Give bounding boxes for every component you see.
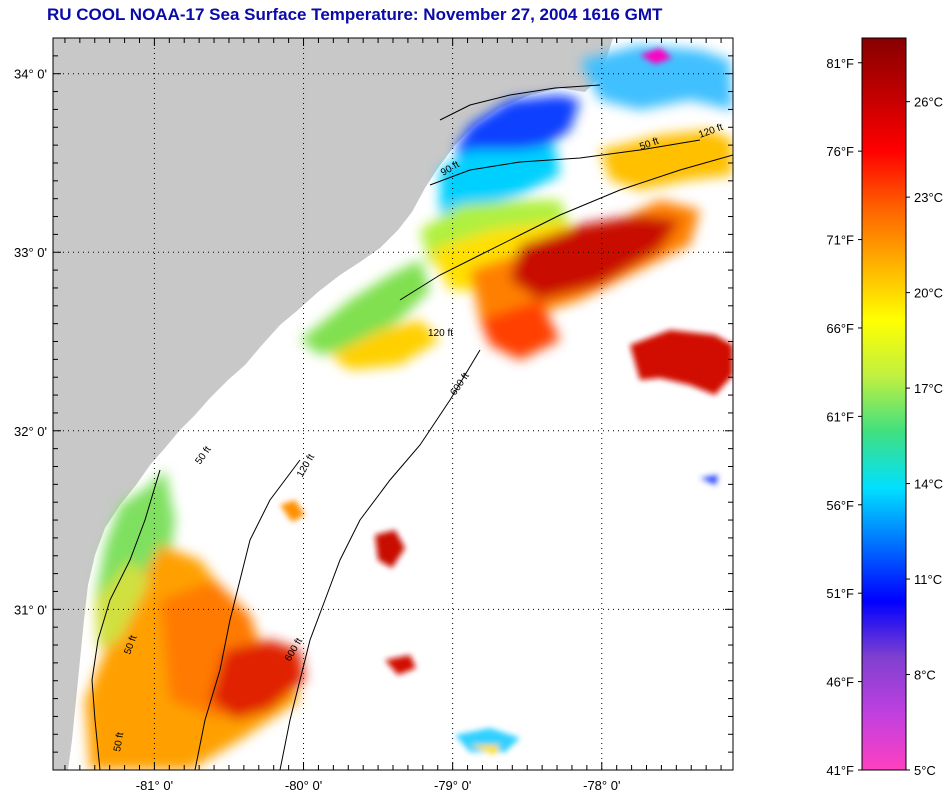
colorbar-bar [861,37,907,771]
contour-90ft [429,139,701,186]
lon-tick-label: -81° 0' [136,778,173,793]
colorbar: 81°F 76°F 71°F 66°F 61°F 56°F 51°F 46°F 41°F 26°… [826,37,943,778]
lat-tick-label: 32° 0' [14,424,47,439]
latitude-axis: 34° 0' 33° 0' 32° 0' 31° 0' [14,55,733,771]
colorbar-f-label: 56°F [826,498,854,513]
lat-tick-label: 34° 0' [14,67,47,82]
colorbar-c-label: 23°C [914,190,943,205]
colorbar-f-label: 41°F [826,763,854,778]
colorbar-celsius-ticks: 26°C 23°C 20°C 17°C 14°C 11°C 8°C 5°C [906,95,943,778]
colorbar-f-label: 61°F [826,409,854,424]
colorbar-c-label: 5°C [914,763,936,778]
map-title: RU COOL NOAA-17 Sea Surface Temperature:… [47,5,663,24]
lat-tick-label: 33° 0' [14,245,47,260]
graticule [53,38,733,770]
lon-tick-label: -80° 0' [285,778,322,793]
sst-patch-georgia-coast [85,470,305,770]
lon-tick-label: -78° 0' [583,778,620,793]
land-mass [53,38,613,770]
colorbar-f-label: 81°F [826,56,854,71]
map-plot-area [53,38,733,770]
colorbar-c-label: 8°C [914,668,936,683]
contour-600ft [279,349,481,770]
colorbar-f-label: 66°F [826,321,854,336]
contour-label-50ft-bottom: 50 ft [112,731,126,752]
colorbar-f-label: 71°F [826,233,854,248]
colorbar-c-label: 11°C [914,572,942,587]
contour-120ft [399,154,733,301]
contour-120ft-south [194,459,301,770]
lat-tick-label: 31° 0' [14,602,47,617]
colorbar-c-label: 20°C [914,286,943,301]
contour-label-120ft-middle: 120 ft [428,328,453,339]
sst-patch-carolina-shelf [300,45,733,370]
colorbar-c-label: 14°C [914,477,943,492]
colorbar-f-label: 51°F [826,586,854,601]
longitude-axis: -81° 0' -80° 0' -79° 0' -78° 0' [64,38,722,793]
colorbar-fahrenheit-ticks: 81°F 76°F 71°F 66°F 61°F 56°F 51°F 46°F 41°F [826,56,862,778]
contour-50ft-south [91,469,161,770]
isobath-contours [91,84,733,770]
contour-50ft-north [439,84,601,121]
colorbar-c-label: 17°C [914,381,943,396]
colorbar-f-label: 76°F [826,144,854,159]
colorbar-f-label: 46°F [826,675,854,690]
lon-tick-label: -79° 0' [434,778,471,793]
sst-patch-offshore [280,48,733,755]
colorbar-c-label: 26°C [914,95,943,110]
